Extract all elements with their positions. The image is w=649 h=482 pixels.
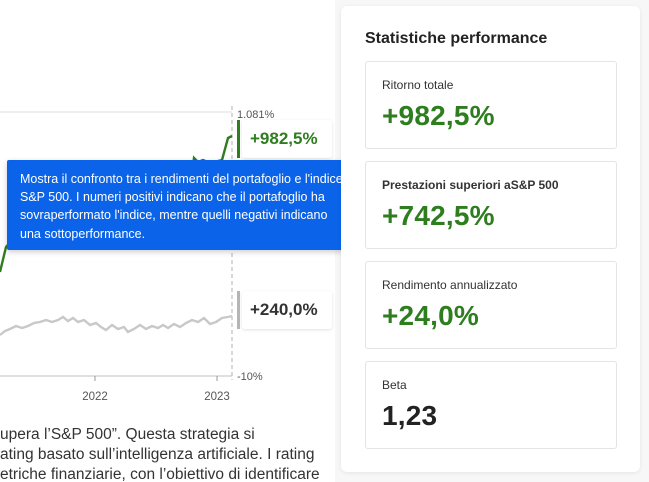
- info-tooltip: Mostra il confronto tra i rendimenti del…: [7, 160, 355, 250]
- stat-label: Prestazioni superiori aS&P 500: [382, 178, 559, 192]
- performance-stats-panel: Statistiche performance Ritorno totale +…: [341, 6, 640, 472]
- sp500-series-line: [0, 314, 233, 336]
- stat-value: +742,5%: [382, 200, 495, 231]
- x-tick-label-2023: 2023: [204, 391, 230, 400]
- sp500-end-marker: [237, 291, 240, 329]
- stat-card-total-return: Ritorno totale +982,5%: [365, 61, 617, 149]
- stat-label: Ritorno totale: [382, 78, 454, 92]
- stat-card-outperformance[interactable]: Prestazioni superiori aS&P 500 +742,5%: [365, 161, 617, 249]
- stat-value: +982,5%: [382, 100, 495, 131]
- description-line-2: ating basato sull’intelligenza artificia…: [0, 446, 315, 463]
- description-line-3: etriche finanziarie, con l’obiettivo di …: [0, 466, 320, 482]
- y-max-label: 1.081%: [237, 109, 275, 121]
- y-min-label: -10%: [237, 371, 263, 383]
- stat-label: Rendimento annualizzato: [382, 278, 518, 292]
- sp500-end-value: +240,0%: [242, 291, 332, 329]
- stat-value: +24,0%: [382, 300, 479, 331]
- portfolio-end-value: +982,5%: [242, 120, 332, 158]
- tooltip-text: Mostra il confronto tra i rendimenti del…: [20, 172, 343, 241]
- stat-card-beta: Beta 1,23: [365, 361, 617, 449]
- portfolio-end-marker: [237, 120, 240, 158]
- panel-title: Statistiche performance: [365, 30, 548, 47]
- stat-label: Beta: [382, 378, 407, 392]
- description-line-1: upera l’S&P 500”. Questa strategia si: [0, 426, 255, 443]
- x-tick-label-2022: 2022: [82, 391, 108, 400]
- stat-value: 1,23: [382, 400, 438, 431]
- stat-card-annualized-return: Rendimento annualizzato +24,0%: [365, 261, 617, 349]
